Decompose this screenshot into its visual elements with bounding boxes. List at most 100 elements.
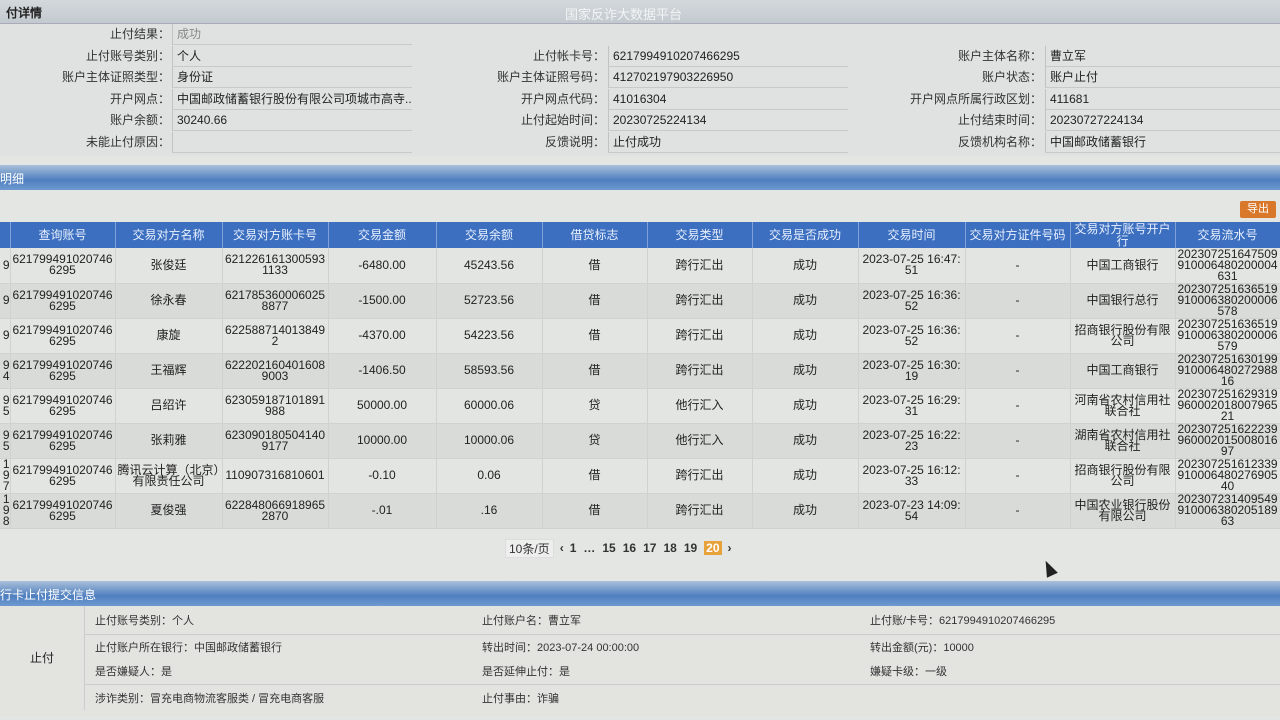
table-cell: 623059187101891988 (222, 388, 329, 424)
table-cell: 54223.56 (436, 318, 543, 354)
table-cell: 张莉雅 (115, 423, 223, 459)
table-cell: 2023-07-25 16:29:31 (858, 388, 966, 424)
info-label: 账户主体证照号码： (496, 70, 605, 85)
table-cell: 康旋 (115, 318, 223, 354)
table-cell: 成功 (752, 388, 859, 424)
table-cell: 成功 (752, 248, 859, 284)
info-label: 开户网点： (109, 91, 170, 106)
column-header: 交易时间 (858, 222, 966, 248)
submit-section-title: 行卡止付提交信息 (0, 588, 97, 602)
page-size-select[interactable]: 10条/页 (505, 538, 554, 558)
mouse-cursor-icon (1040, 558, 1058, 578)
table-cell: 他行汇入 (647, 388, 753, 424)
table-cell: 6212261613005931133 (222, 248, 329, 284)
table-cell: -.01 (328, 493, 437, 529)
table-cell: -4370.00 (328, 318, 437, 354)
table-cell: 60000.06 (436, 388, 543, 424)
table-cell: 河南省农村信用社联合社 (1070, 388, 1176, 424)
page-link[interactable]: 16 (622, 541, 637, 555)
column-header: 借贷标志 (542, 222, 648, 248)
table-cell: 6217853600060258877 (222, 283, 329, 319)
page-link[interactable]: 17 (643, 541, 657, 555)
info-label: 止付帐卡号： (532, 48, 605, 63)
account-info-panel: 止付结果： 成功 止付账号类别： 个人 账户主体证照类型： 身份证 开户网点： 中国邮政储蓄银… (0, 24, 1280, 156)
chevron-right-icon[interactable]: › (727, 541, 732, 555)
submit-info-panel: 止付 止付账号类别：个人 止付账户名：曹立军 止付账/卡号：621799491020… (0, 606, 1280, 716)
page-link[interactable]: 18 (663, 541, 677, 555)
page-link[interactable]: … (583, 541, 596, 555)
info-label: 止付起始时间： (520, 113, 605, 128)
column-header: 交易流水号 (1175, 222, 1280, 248)
info-value: 止付成功 (608, 132, 848, 153)
page-link[interactable]: 19 (683, 541, 698, 555)
platform-title: 国家反诈大数据平台 (565, 7, 683, 22)
title-bar: 付详情 国家反诈大数据平台 (0, 0, 1280, 24)
submit-section-header: 行卡止付提交信息 (0, 581, 1280, 606)
page-link[interactable]: 1 (569, 541, 577, 555)
table-cell: - (965, 388, 1071, 424)
column-header (0, 222, 11, 248)
table-cell: 6222021604016089003 (222, 353, 329, 389)
table-cell: 6228480669189652870 (222, 493, 329, 529)
chevron-left-icon[interactable]: ‹ (559, 541, 564, 555)
table-cell: 中国银行总行 (1070, 283, 1176, 319)
table-row[interactable]: 9 6217994910207466295 张俊廷 62122616130059311… (0, 248, 1280, 284)
table-cell: 6230901805041409177 (222, 423, 329, 459)
table-cell: 9 4 (0, 353, 11, 389)
column-header: 交易金额 (328, 222, 437, 248)
table-cell: -1406.50 (328, 353, 437, 389)
table-cell: 6217994910207466295 (10, 318, 116, 354)
table-cell: 吕绍许 (115, 388, 223, 424)
table-cell: 202307251636519910006380200006578 (1175, 283, 1280, 319)
table-cell: 成功 (752, 353, 859, 389)
table-row[interactable]: 19 8 6217994910207466295 夏俊强 62284806691896… (0, 493, 1280, 529)
table-cell: 52723.56 (436, 283, 543, 319)
export-button[interactable]: 导出 (1240, 201, 1276, 218)
table-cell: 9 (0, 318, 11, 354)
detail-section-header: 明细 (0, 165, 1280, 190)
table-cell: 他行汇入 (647, 423, 753, 459)
table-cell: -1500.00 (328, 283, 437, 319)
table-cell: 招商银行股份有限公司 (1070, 458, 1176, 494)
table-cell: 2023-07-25 16:22:23 (858, 423, 966, 459)
table-cell: 9 (0, 248, 11, 284)
page-link[interactable]: 20 (704, 541, 722, 555)
column-header: 交易余额 (436, 222, 543, 248)
info-label: 反馈说明： (544, 135, 605, 149)
table-cell: - (965, 248, 1071, 284)
info-value: 412702197903226950 (608, 67, 848, 89)
table-cell: 腾讯云计算（北京）有限责任公司 (115, 458, 223, 494)
table-row[interactable]: 9 5 6217994910207466295 张莉雅 623090180504140… (0, 423, 1280, 459)
submit-info-item: 是否嫌疑人：是 (95, 666, 172, 678)
submit-info-item: 是否延伸止付：是 (482, 666, 570, 678)
info-value: 41016304 (608, 88, 848, 110)
table-cell: - (965, 353, 1071, 389)
table-cell: 借 (542, 493, 648, 529)
submit-info-item: 转出金额(元)：10000 (870, 642, 974, 654)
table-row[interactable]: 9 4 6217994910207466295 王福辉 622202160401608… (0, 353, 1280, 389)
table-cell: 借 (542, 248, 648, 284)
table-cell: 6217994910207466295 (10, 248, 116, 284)
submit-info-item: 转出时间：2023-07-24 00:00:00 (482, 642, 640, 654)
info-label: 止付账号类别： (85, 48, 170, 63)
table-cell: 跨行汇出 (647, 353, 753, 389)
table-row[interactable]: 9 5 6217994910207466295 吕绍许 623059187101891… (0, 388, 1280, 424)
column-header: 交易对方名称 (115, 222, 223, 248)
table-row[interactable]: 19 7 6217994910207466295 腾讯云计算（北京）有限责任公司 11… (0, 458, 1280, 494)
table-cell: 6217994910207466295 (10, 493, 116, 529)
info-value: 个人 (172, 45, 412, 67)
table-cell: - (965, 283, 1071, 319)
info-value: 曹立军 (1045, 45, 1280, 67)
column-header: 交易类型 (647, 222, 753, 248)
table-row[interactable]: 9 6217994910207466295 康旋 622588714013849 2-… (0, 318, 1280, 354)
table-cell: 19 8 (0, 493, 11, 529)
table-cell: 9 5 (0, 388, 11, 424)
table-cell: - (965, 493, 1071, 529)
pagination: 10条/页 ‹ 1 … 15 16 17 18 19 20 › (505, 538, 732, 558)
table-cell: 9 (0, 283, 11, 319)
info-label: 账户主体名称： (957, 48, 1042, 63)
table-row[interactable]: 9 6217994910207466295 徐永春 62178536000602588… (0, 283, 1280, 319)
divider (85, 634, 1280, 635)
info-value: 20230725224134 (608, 110, 848, 132)
page-link[interactable]: 15 (602, 541, 616, 555)
